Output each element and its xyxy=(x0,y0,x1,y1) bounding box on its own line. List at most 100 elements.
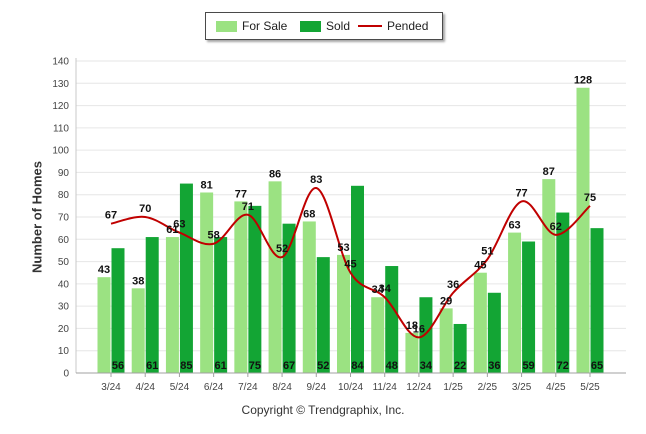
legend-label-for-sale: For Sale xyxy=(242,19,288,33)
label-for-sale: 18 xyxy=(406,320,418,332)
label-for-sale: 81 xyxy=(201,179,213,191)
x-tick-label: 6/24 xyxy=(204,382,224,393)
y-tick-label: 20 xyxy=(58,324,70,335)
pended-swatch xyxy=(358,25,382,27)
y-tick-label: 80 xyxy=(58,190,70,201)
label-for-sale: 86 xyxy=(269,168,281,180)
bar-sold xyxy=(556,212,570,373)
label-pended: 63 xyxy=(173,219,185,231)
label-for-sale: 87 xyxy=(543,166,555,178)
bar-sold xyxy=(248,205,262,373)
bar-for-sale xyxy=(165,237,179,373)
y-tick-label: 0 xyxy=(63,369,69,380)
label-sold: 34 xyxy=(420,360,433,372)
data-labels: 43 56 67 38 61 70 61 85 63 81 61 58 77 75 71 86 67 52 68 52… xyxy=(98,75,603,372)
axes: 0 10 20 30 40 50 60 70 80 90 100 110 120 130 140 3/24 4/… xyxy=(52,57,626,393)
legend-label-sold: Sold xyxy=(326,19,351,33)
x-tick-label: 4/25 xyxy=(546,382,566,393)
label-for-sale: 34 xyxy=(372,284,385,296)
bar-sold xyxy=(282,223,296,373)
bar-for-sale xyxy=(97,277,111,373)
bar-for-sale xyxy=(131,288,145,373)
y-tick-label: 60 xyxy=(58,235,70,246)
bar-for-sale xyxy=(268,181,282,373)
bar-for-sale xyxy=(439,308,453,373)
legend-item-for-sale[interactable]: For Sale xyxy=(216,13,287,39)
bar-for-sale xyxy=(371,297,385,373)
label-pended: 36 xyxy=(447,279,459,291)
label-for-sale: 53 xyxy=(337,242,349,254)
label-pended: 34 xyxy=(379,283,392,295)
label-for-sale: 77 xyxy=(235,188,247,200)
x-tick-label: 5/24 xyxy=(170,382,190,393)
label-for-sale: 63 xyxy=(508,220,520,232)
legend-item-sold[interactable]: Sold xyxy=(300,13,350,39)
bar-sold xyxy=(385,266,399,373)
copyright-footer: Copyright © Trendgraphix, Inc. xyxy=(241,403,405,417)
for-sale-swatch xyxy=(216,20,237,32)
label-sold: 67 xyxy=(283,360,295,372)
bar-for-sale xyxy=(200,192,214,373)
bar-sold xyxy=(111,248,125,373)
bar-sold xyxy=(145,237,159,373)
x-tick-label: 1/25 xyxy=(443,382,463,393)
bar-sold xyxy=(522,241,536,373)
bar-for-sale xyxy=(542,179,556,373)
label-pended: 62 xyxy=(550,221,562,233)
label-pended: 16 xyxy=(413,323,425,335)
bars xyxy=(97,87,604,373)
label-for-sale: 68 xyxy=(303,208,315,220)
pended-line-path xyxy=(110,187,591,339)
label-sold: 36 xyxy=(488,360,500,372)
label-pended: 58 xyxy=(208,230,220,242)
x-tick-label: 12/24 xyxy=(406,382,431,393)
y-tick-label: 140 xyxy=(52,57,69,68)
label-sold: 65 xyxy=(591,360,603,372)
label-sold: 84 xyxy=(351,360,364,372)
x-tick-label: 3/25 xyxy=(512,382,532,393)
y-tick-label: 40 xyxy=(58,279,70,290)
bar-sold xyxy=(590,228,604,373)
x-tick-label: 5/25 xyxy=(580,382,600,393)
y-tick-label: 90 xyxy=(58,168,70,179)
label-for-sale: 29 xyxy=(440,295,452,307)
y-tick-label: 50 xyxy=(58,257,70,268)
y-tick-label: 130 xyxy=(52,79,69,90)
label-pended: 77 xyxy=(515,187,527,199)
x-tick-label: 10/24 xyxy=(338,382,363,393)
label-for-sale: 61 xyxy=(166,224,178,236)
bar-sold xyxy=(453,323,467,373)
label-sold: 85 xyxy=(180,360,192,372)
chart-legend: For Sale Sold Pended xyxy=(205,12,443,40)
sold-swatch xyxy=(300,20,321,32)
pended-line xyxy=(110,187,591,339)
label-pended: 70 xyxy=(139,203,151,215)
label-pended: 45 xyxy=(344,259,356,271)
x-tick-label: 7/24 xyxy=(238,382,258,393)
bar-for-sale xyxy=(473,272,487,373)
y-tick-label: 100 xyxy=(52,146,69,157)
label-for-sale: 128 xyxy=(574,75,592,87)
y-tick-label: 70 xyxy=(58,213,70,224)
bar-for-sale xyxy=(302,221,316,373)
bar-sold xyxy=(179,183,193,373)
label-pended: 51 xyxy=(481,245,493,257)
x-tick-label: 4/24 xyxy=(135,382,155,393)
label-sold: 61 xyxy=(146,360,158,372)
bar-for-sale xyxy=(508,232,522,373)
legend-item-pended[interactable]: Pended xyxy=(358,13,428,39)
label-pended: 71 xyxy=(242,201,254,213)
x-tick-label: 3/24 xyxy=(101,382,121,393)
y-tick-label: 30 xyxy=(58,302,70,313)
label-sold: 52 xyxy=(317,360,329,372)
y-axis-title: Number of Homes xyxy=(29,161,45,273)
bar-for-sale xyxy=(576,87,590,373)
bar-sold xyxy=(419,297,433,373)
y-tick-label: 10 xyxy=(58,346,70,357)
label-pended: 75 xyxy=(584,192,596,204)
x-tick-label: 8/24 xyxy=(272,382,292,393)
label-sold: 75 xyxy=(249,360,261,372)
x-tick-label: 9/24 xyxy=(307,382,327,393)
y-tick-label: 120 xyxy=(52,101,69,112)
